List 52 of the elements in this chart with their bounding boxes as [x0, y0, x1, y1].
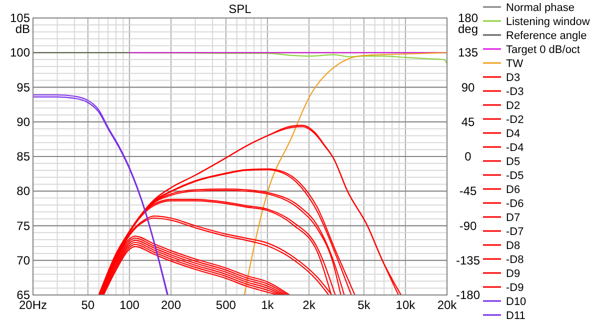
legend-label: D10: [506, 296, 526, 308]
y2-axis-title: deg: [458, 22, 478, 36]
legend-label: -D5: [506, 170, 524, 182]
legend-label: -D4: [506, 142, 524, 154]
legend-label: -D7: [506, 226, 524, 238]
x-tick-label: 100: [119, 298, 140, 312]
legend-label: -D6: [506, 198, 524, 210]
legend-label: Normal phase: [506, 2, 574, 14]
legend-label: Reference angle: [506, 30, 587, 42]
x-tick-label: 20k: [437, 298, 458, 312]
legend-label: D3: [506, 72, 520, 84]
x-tick-label: 200: [160, 298, 182, 312]
y2-tick-label: -180: [456, 288, 480, 302]
legend-label: -D3: [506, 86, 524, 98]
y-tick-label: 95: [16, 80, 30, 94]
y-tick-label: 105: [10, 11, 30, 25]
y2-tick-label: 135: [458, 46, 478, 60]
y2-tick-label: 180: [458, 11, 478, 25]
legend-label: D2: [506, 100, 520, 112]
legend-label: D4: [506, 128, 520, 140]
chart-title: SPL: [228, 2, 252, 16]
x-tick-label: 10k: [396, 298, 416, 312]
y-tick-label: 90: [16, 114, 30, 129]
legend-label: -D2: [506, 114, 524, 126]
legend-label: D11: [506, 310, 526, 322]
x-tick-label: 5k: [358, 298, 372, 312]
legend-label: D9: [506, 268, 520, 280]
y-tick-label: 70: [16, 253, 30, 268]
y2-tick-label: 90: [461, 80, 475, 94]
x-tick-label: 1k: [261, 298, 275, 312]
y2-tick-label: 0: [464, 150, 472, 164]
x-tick-label: 500: [216, 298, 236, 312]
legend-label: -D8: [506, 254, 524, 266]
x-tick-label: 50: [81, 298, 95, 312]
y2-tick-label: -45: [459, 184, 477, 198]
legend-label: D5: [506, 156, 520, 168]
y-tick-label: 75: [16, 218, 30, 233]
y-tick-label: 85: [16, 150, 30, 164]
legend-label: D8: [506, 240, 520, 252]
x-tick-label: 2k: [302, 298, 316, 312]
y-tick-label: 100: [10, 46, 30, 60]
legend-label: D7: [506, 212, 520, 224]
y2-tick-label: -135: [456, 253, 480, 268]
y-axis-title: dB: [15, 22, 30, 36]
legend-label: D6: [506, 184, 520, 196]
legend-label: TW: [506, 58, 524, 70]
legend-label: -D9: [506, 282, 524, 294]
y2-tick-label: -90: [459, 218, 477, 233]
y-tick-label: 80: [16, 184, 30, 198]
legend-label: Target 0 dB/oct: [506, 44, 580, 56]
legend-label: Listening window: [506, 16, 590, 28]
y2-tick-label: 45: [461, 114, 475, 129]
